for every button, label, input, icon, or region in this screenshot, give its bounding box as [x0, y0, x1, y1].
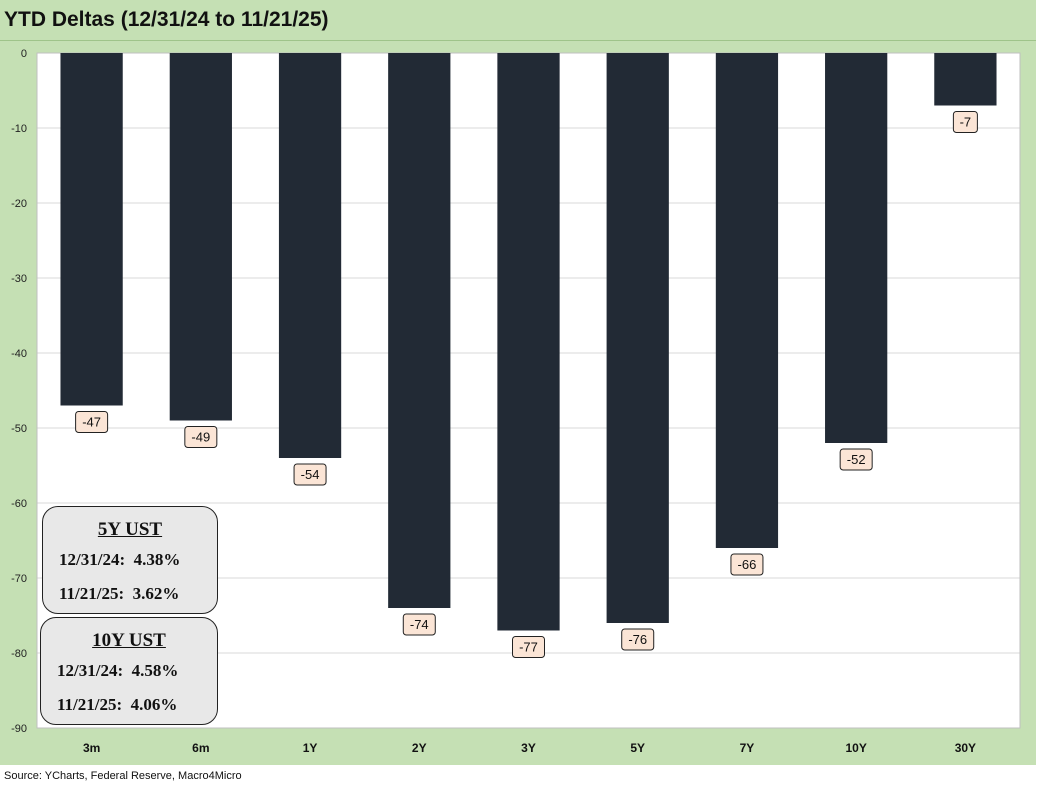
data-label-box — [621, 628, 655, 651]
data-label: -52 — [847, 452, 866, 467]
data-label: -7 — [960, 115, 972, 130]
y-tick-label: 0 — [21, 48, 27, 60]
x-tick-label: 3m — [83, 741, 100, 755]
data-label: -77 — [519, 640, 538, 655]
y-tick-label: -10 — [11, 123, 27, 135]
bar — [497, 53, 560, 631]
x-tick-label: 6m — [192, 741, 209, 755]
info-box-10y-ust: 10Y UST 12/31/24: 4.58% 11/21/25: 4.06% — [40, 617, 218, 725]
data-label-box — [952, 111, 978, 133]
bar — [934, 53, 997, 106]
y-tick-label: -40 — [11, 348, 27, 360]
bar — [606, 53, 669, 623]
data-label-box — [730, 553, 764, 576]
y-tick-label: -80 — [11, 648, 27, 660]
bar — [169, 53, 232, 421]
data-label-box — [512, 636, 545, 658]
bar-chart: 0 -10 -20 -30 -40 -50 -60 -70 -80 -90 -47 3m -49 6m -5… — [11, 48, 1021, 755]
info-box-10y-line2: 11/21/25: 4.06% — [57, 695, 178, 714]
info-box-5y-line2: 11/21/25: 3.62% — [59, 584, 180, 603]
y-tick-label: -70 — [11, 573, 27, 585]
data-label: -76 — [628, 632, 647, 647]
data-label-box — [184, 426, 218, 448]
data-label: -74 — [410, 617, 429, 632]
data-label: -66 — [738, 557, 757, 572]
y-tick-label: -50 — [11, 423, 27, 435]
x-tick-label: 30Y — [955, 741, 976, 755]
x-tick-label: 10Y — [845, 741, 866, 755]
info-box-5y-header: 5Y UST — [97, 519, 163, 540]
source-note: Source: YCharts, Federal Reserve, Macro4… — [4, 770, 242, 782]
data-label: -47 — [82, 415, 101, 430]
data-label-box — [402, 613, 436, 636]
info-box-10y-line1: 12/31/24: 4.58% — [57, 661, 179, 680]
title-bar: YTD Deltas (12/31/24 to 11/21/25) — [0, 0, 1036, 41]
y-tick-label: -60 — [11, 498, 27, 510]
bar — [825, 53, 888, 443]
x-tick-label: 7Y — [740, 741, 755, 755]
y-tick-label: -90 — [11, 723, 27, 735]
info-box-5y-line1: 12/31/24: 4.38% — [59, 550, 181, 569]
x-tick-label: 2Y — [412, 741, 427, 755]
info-box-5y-ust: 5Y UST 12/31/24: 4.38% 11/21/25: 3.62% — [42, 506, 218, 614]
bar — [278, 53, 342, 458]
y-tick-label: -20 — [11, 198, 27, 210]
data-label: -54 — [301, 467, 320, 482]
data-label-box — [839, 448, 873, 471]
data-label-box — [75, 411, 109, 433]
data-label: -49 — [191, 430, 210, 445]
x-tick-label: 1Y — [303, 741, 318, 755]
bar — [388, 53, 451, 608]
bar — [715, 53, 779, 548]
x-tick-label: 5Y — [630, 741, 645, 755]
data-label-box — [293, 463, 327, 486]
bar — [60, 53, 123, 406]
y-tick-label: -30 — [11, 273, 27, 285]
x-tick-label: 3Y — [521, 741, 536, 755]
info-box-10y-header: 10Y UST — [92, 630, 166, 651]
chart-title: YTD Deltas (12/31/24 to 11/21/25) — [4, 8, 329, 31]
